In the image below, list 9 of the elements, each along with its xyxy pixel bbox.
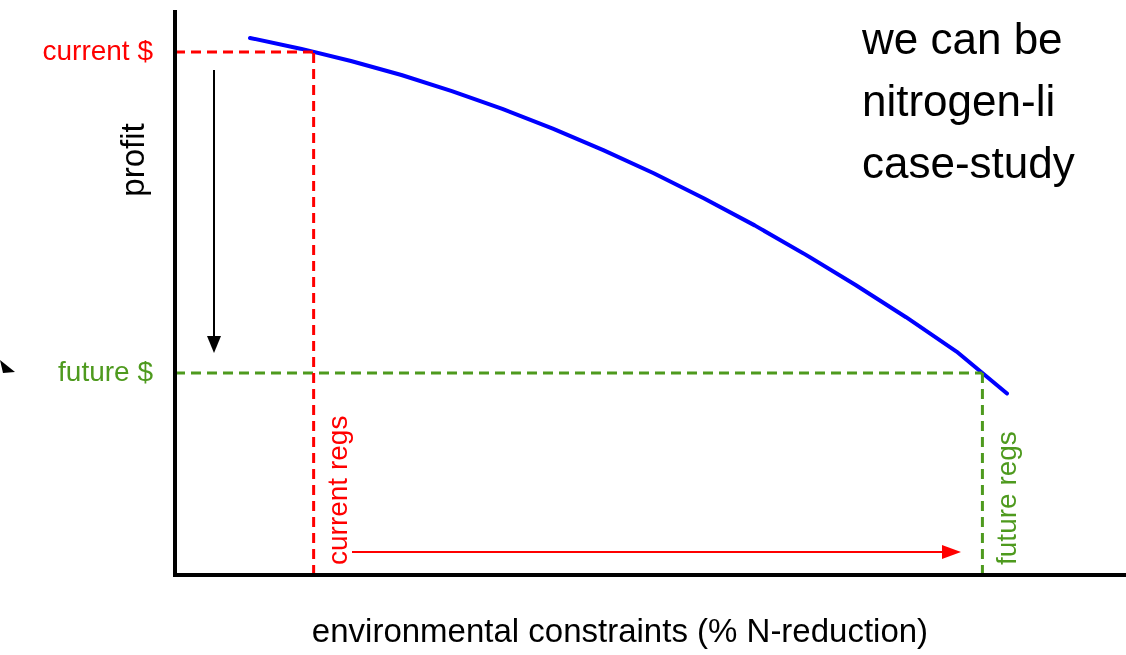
annotation: we can be xyxy=(862,13,1064,65)
ref-line-label: future $ xyxy=(58,355,154,387)
x-axis-title: environmental constraints (% N-reduction) xyxy=(310,612,930,650)
ref-line-label: current $ xyxy=(42,34,154,66)
annotation: case-study xyxy=(862,137,1075,189)
y-axis-title: profit xyxy=(114,123,152,197)
annotation: nitrogen-li xyxy=(862,75,1057,127)
text: current regs xyxy=(322,415,354,565)
text: future regs xyxy=(991,431,1023,565)
